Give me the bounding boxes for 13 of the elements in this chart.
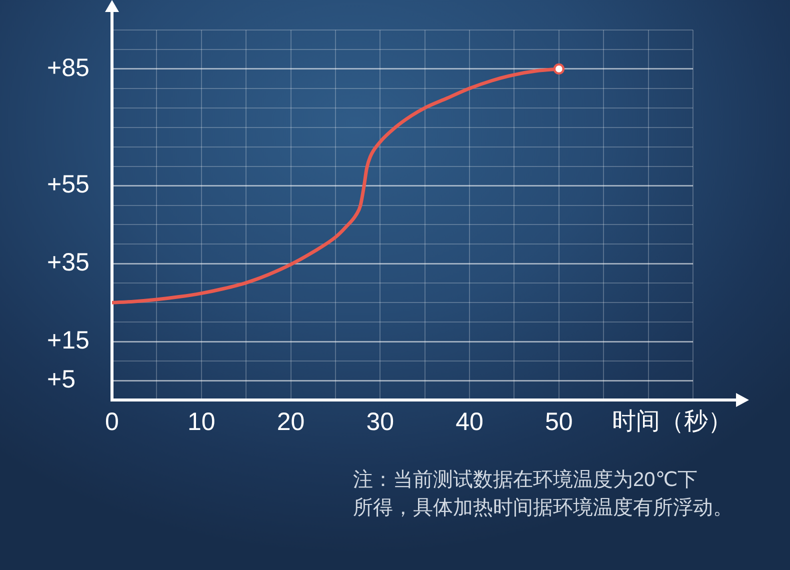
x-axis-title: 时间（秒）	[612, 407, 732, 437]
y-tick-label: +85	[47, 54, 90, 82]
x-tick-label: 10	[187, 408, 216, 436]
y-tick-label: +5	[47, 365, 76, 394]
x-tick-label: 30	[366, 408, 394, 436]
y-tick-label: +55	[47, 170, 90, 199]
x-tick-label: 0	[105, 408, 119, 436]
y-tick-label: +15	[47, 326, 90, 354]
x-tick-label: 50	[545, 408, 573, 436]
text: 注：当前测试数据在环境温度为20℃下所得，具体加热时间据环境温度有所浮动。	[353, 468, 733, 521]
x-tick-label: 20	[276, 408, 305, 436]
y-tick-label: +35	[47, 248, 90, 277]
x-tick-label: 40	[456, 408, 484, 436]
